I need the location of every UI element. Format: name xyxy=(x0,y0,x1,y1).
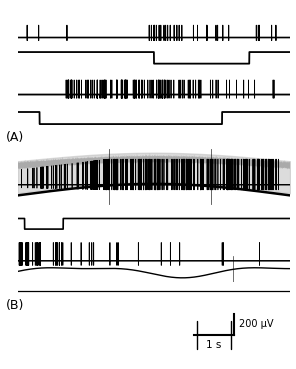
Text: 1 s: 1 s xyxy=(207,340,222,350)
Text: (A): (A) xyxy=(6,131,24,144)
Text: (B): (B) xyxy=(6,299,24,312)
Text: 200 μV: 200 μV xyxy=(239,319,274,330)
